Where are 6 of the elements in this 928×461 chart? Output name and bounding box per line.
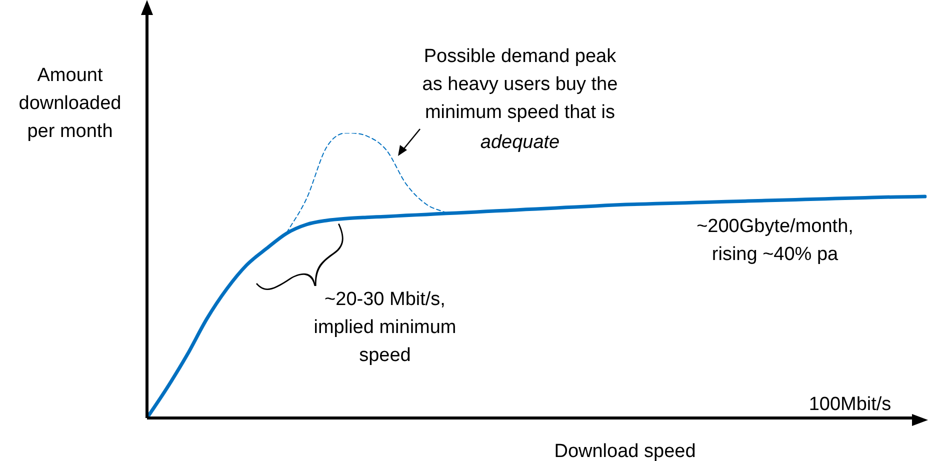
annotation: adequate — [479, 131, 561, 155]
y-axis-title: Amount downloaded per month — [18, 64, 122, 144]
annotation: ~20-30 Mbit/s, implied minimum speed — [312, 288, 458, 368]
annotation: 100Mbit/s — [808, 393, 892, 417]
x-axis-title: Download speed — [553, 440, 697, 461]
annotation: ~200Gbyte/month, rising ~40% pa — [696, 215, 854, 267]
